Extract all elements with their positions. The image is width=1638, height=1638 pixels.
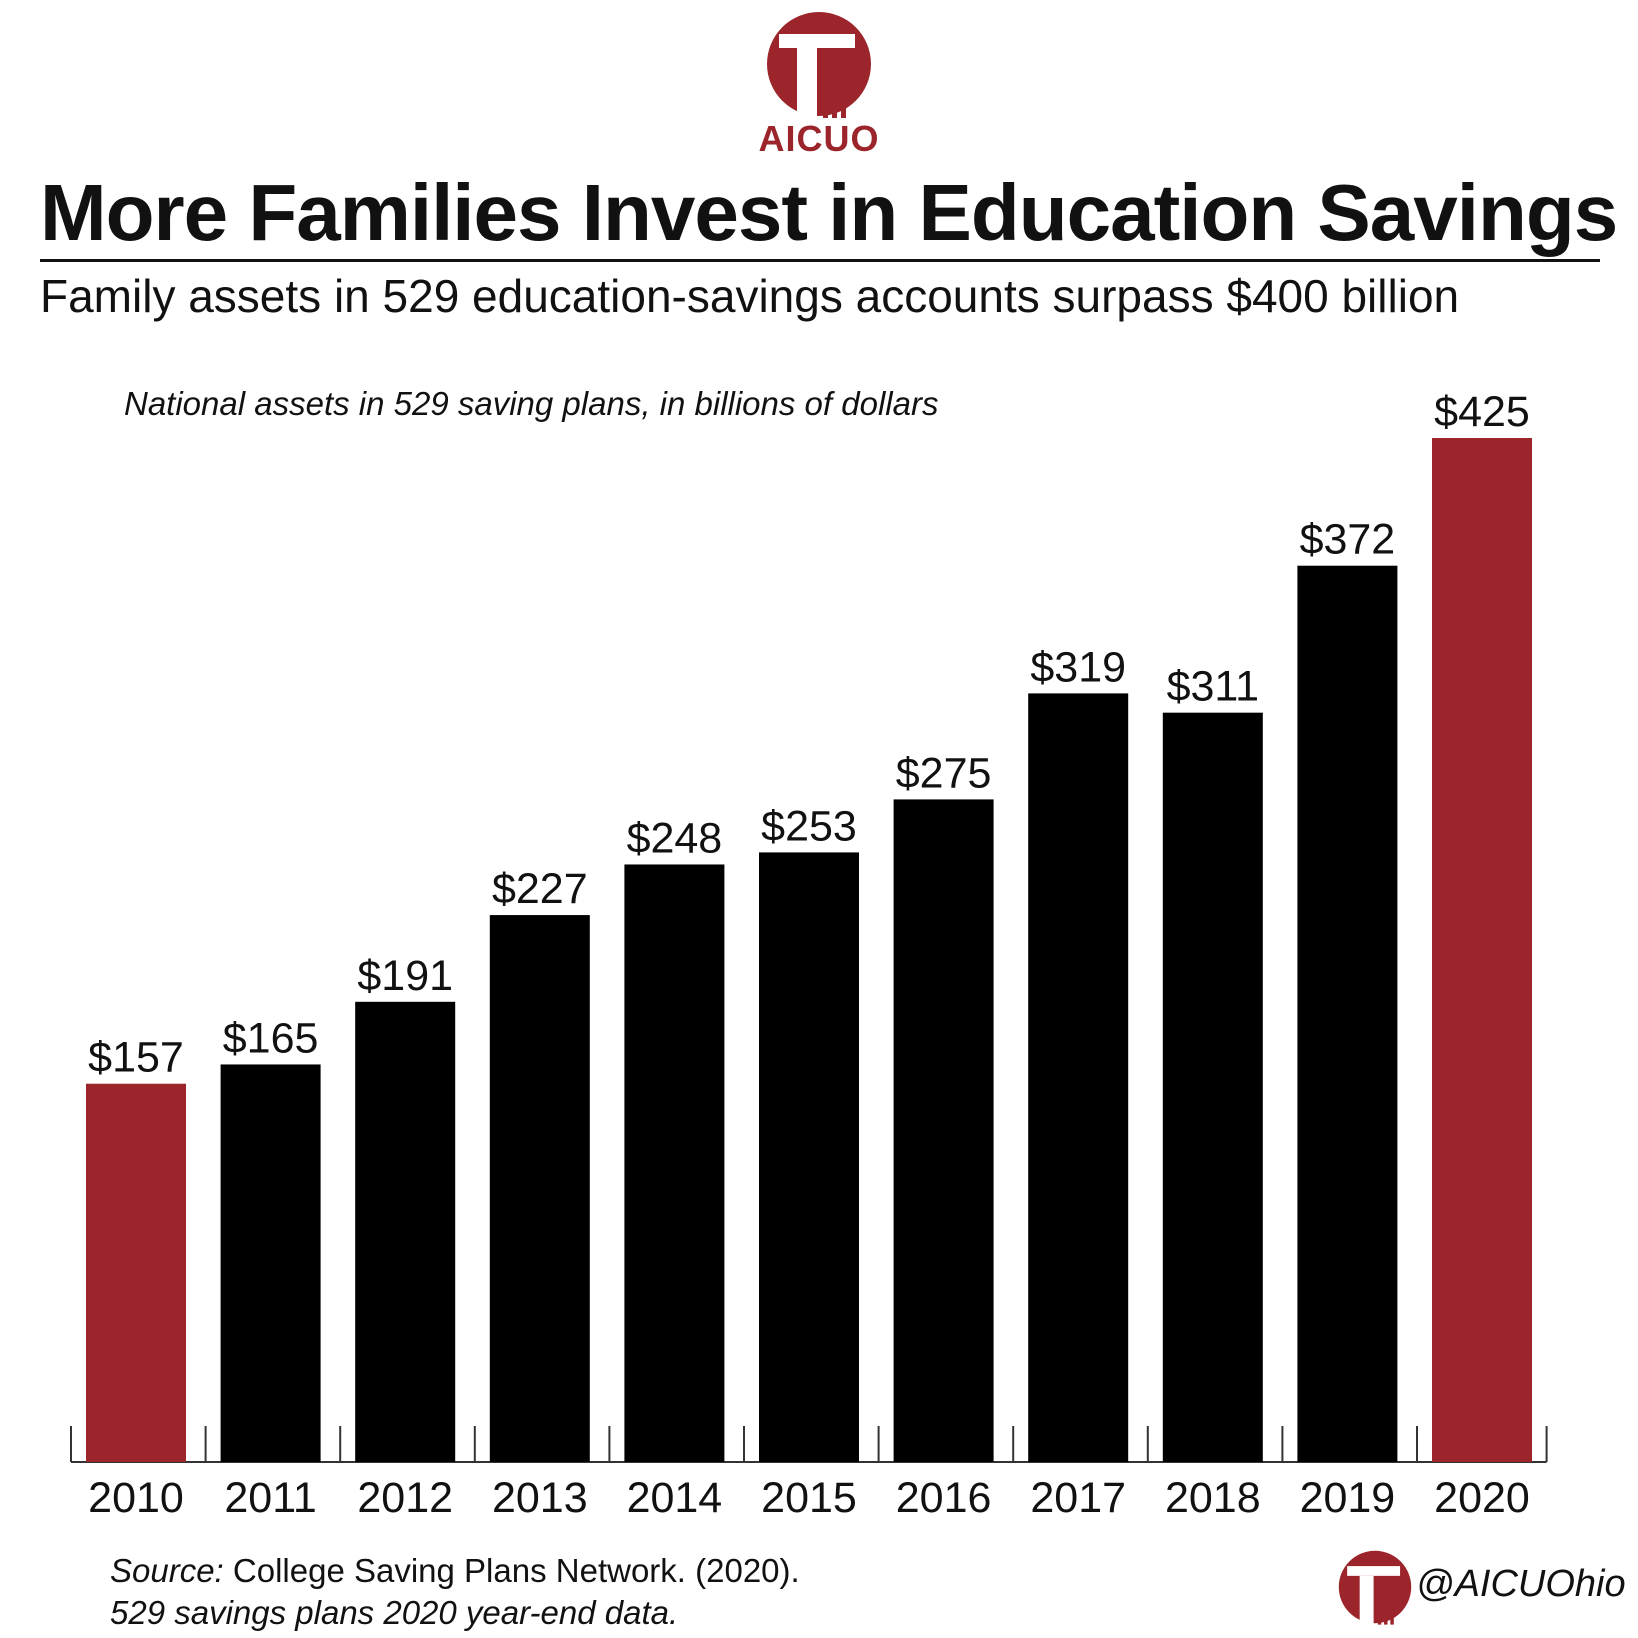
bar-2014 bbox=[624, 864, 725, 1462]
category-label-2018: 2018 bbox=[1165, 1474, 1261, 1522]
value-label-2014: $248 bbox=[627, 814, 723, 862]
category-label-2020: 2020 bbox=[1434, 1474, 1530, 1522]
bar-2017 bbox=[1028, 693, 1129, 1462]
category-label-2013: 2013 bbox=[492, 1474, 588, 1522]
category-label-2015: 2015 bbox=[761, 1474, 857, 1522]
aicuo-small-logo-icon bbox=[1338, 1550, 1412, 1626]
category-label-2016: 2016 bbox=[896, 1474, 992, 1522]
brand-name: AICUO bbox=[758, 118, 880, 159]
value-label-2020: $425 bbox=[1434, 388, 1530, 436]
title-divider bbox=[40, 259, 1600, 262]
bar-2020 bbox=[1432, 438, 1532, 1462]
value-label-2018: $311 bbox=[1167, 663, 1259, 711]
bar-2016 bbox=[893, 799, 994, 1462]
bar-2013 bbox=[489, 915, 590, 1462]
bar-2010 bbox=[86, 1083, 186, 1462]
bar-2015 bbox=[759, 852, 859, 1462]
value-label-2011: $165 bbox=[223, 1014, 319, 1062]
value-label-2019: $372 bbox=[1300, 516, 1396, 564]
source-prefix: Source: bbox=[110, 1552, 224, 1589]
bar-2019 bbox=[1297, 565, 1398, 1462]
category-label-2010: 2010 bbox=[88, 1474, 184, 1522]
category-label-2011: 2011 bbox=[224, 1474, 316, 1522]
bar-2011 bbox=[220, 1064, 321, 1462]
chart-subtitle: Family assets in 529 education-savings a… bbox=[40, 270, 1460, 322]
aicuo-logo-icon bbox=[767, 12, 871, 120]
value-label-2017: $319 bbox=[1030, 643, 1126, 691]
source-text: College Saving Plans Network. (2020). bbox=[223, 1552, 800, 1589]
category-label-2017: 2017 bbox=[1030, 1474, 1126, 1522]
category-label-2019: 2019 bbox=[1300, 1474, 1396, 1522]
category-label-2014: 2014 bbox=[627, 1474, 723, 1522]
value-label-2013: $227 bbox=[492, 865, 588, 913]
chart-title: More Families Invest in Education Saving… bbox=[40, 168, 1618, 257]
source-note: Source: College Saving Plans Network. (2… bbox=[110, 1550, 800, 1634]
bar-2012 bbox=[355, 1001, 456, 1462]
value-label-2015: $253 bbox=[761, 802, 857, 850]
value-label-2016: $275 bbox=[896, 749, 992, 797]
bar-2018 bbox=[1162, 712, 1263, 1462]
category-label-2012: 2012 bbox=[357, 1474, 453, 1522]
source-line-2: 529 savings plans 2020 year-end data. bbox=[110, 1594, 679, 1631]
chart-caption: National assets in 529 saving plans, in … bbox=[124, 385, 939, 422]
value-label-2012: $191 bbox=[357, 952, 453, 1000]
value-label-2010: $157 bbox=[88, 1034, 184, 1082]
social-handle: @AICUOhio bbox=[1416, 1563, 1626, 1605]
